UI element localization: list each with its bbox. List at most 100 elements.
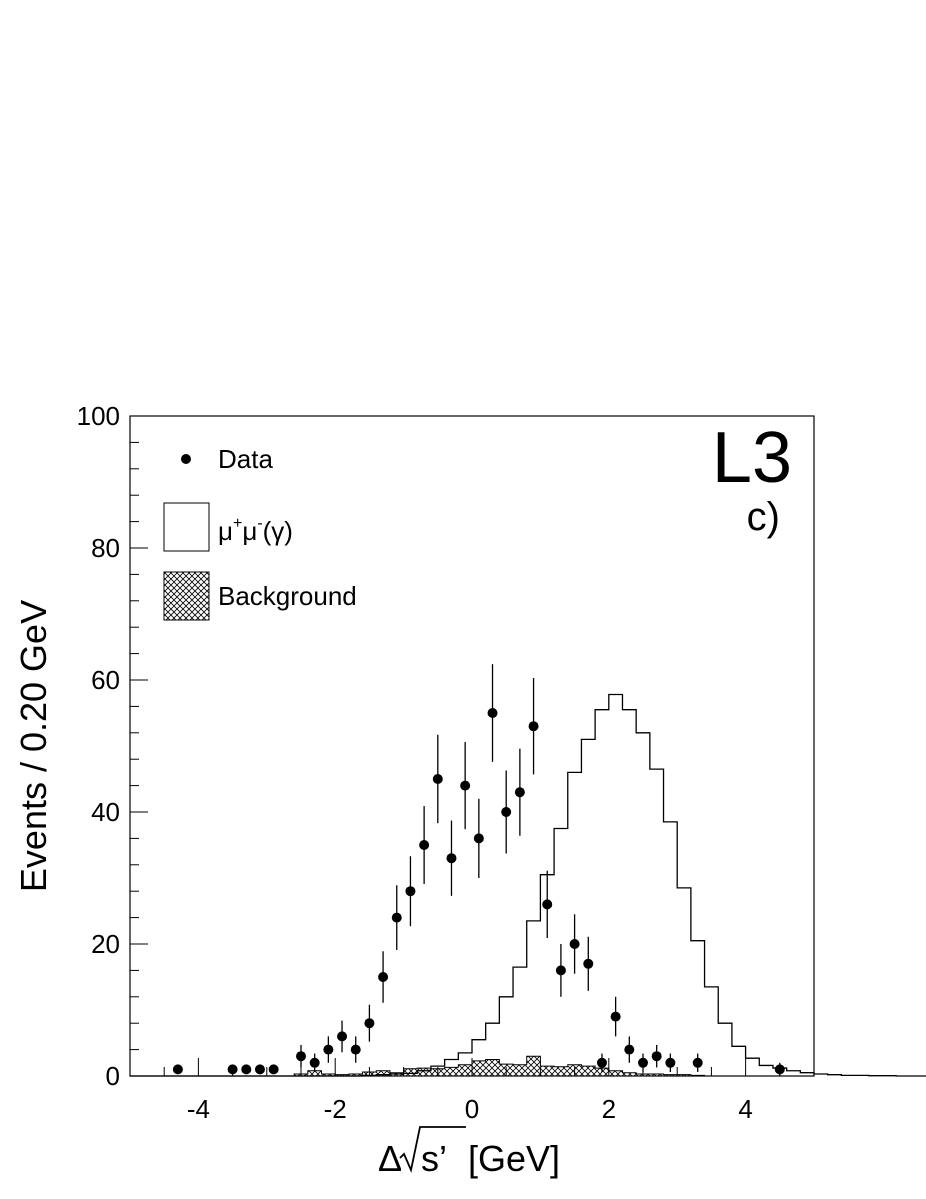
x-axis-title-var: s’ [421,1138,447,1179]
data-point [460,742,471,830]
data-marker [323,1044,334,1055]
data-point [555,944,566,997]
legend-signal-mu1: μ [218,516,233,546]
data-marker [610,1011,621,1022]
data-point [610,996,621,1037]
legend-signal-label: μ+μ-(γ) [218,515,293,546]
data-marker [309,1057,320,1068]
data-marker [487,708,498,718]
experiment-label: L3 [712,418,792,498]
data-marker [378,972,389,982]
data-points [172,664,785,1076]
data-point [241,1064,252,1075]
data-point [227,1064,238,1075]
signal-histogram [130,693,926,1077]
data-marker [665,1057,676,1068]
data-marker [364,1018,375,1029]
data-point [323,1036,334,1063]
legend-background-box [163,571,210,621]
data-marker [569,939,580,949]
data-point [405,856,416,927]
data-point [268,1064,279,1075]
data-point [364,1004,375,1042]
data-point [254,1064,265,1075]
data-marker [227,1064,238,1075]
data-point [651,1044,662,1068]
data-marker [692,1057,703,1068]
data-marker [624,1044,635,1055]
data-marker [419,840,430,850]
data-marker [514,787,525,798]
legend-background-label: Background [218,581,357,611]
data-marker [391,912,402,923]
legend-signal-box [163,502,210,552]
y-tick-label: 80 [91,533,120,563]
data-marker [296,1051,306,1062]
x-tick-label: 0 [465,1094,479,1124]
data-marker [337,1031,348,1042]
data-point [296,1044,306,1068]
plot-frame [129,415,815,1077]
x-tick-label: 4 [738,1094,752,1124]
y-tick-label: 20 [91,929,120,959]
x-axis-title-unit: [GeV] [458,1138,560,1179]
data-point [528,678,539,775]
data-point [309,1053,320,1073]
legend: Data μ+μ-(γ) Background [163,444,357,621]
data-marker [583,958,594,969]
x-tick-label: 2 [602,1094,616,1124]
data-marker [528,721,539,732]
x-axis-title: Δ s’ [GeV] [378,1126,560,1179]
y-tick-label: 100 [77,401,120,431]
x-tick-label: -4 [187,1094,210,1124]
x-tick-label: -2 [324,1094,347,1124]
data-point [638,1053,648,1073]
data-marker [651,1051,662,1062]
data-marker [596,1057,607,1068]
data-point [596,1053,607,1073]
legend-signal-tail: (γ) [263,516,293,546]
data-point [487,664,498,762]
y-tick-label: 40 [91,797,120,827]
data-marker [405,886,416,897]
data-point [391,885,402,950]
data-marker [432,774,443,784]
panel-label: c) [747,495,780,539]
data-point [692,1053,703,1073]
legend-signal-mu2: μ [242,516,257,546]
data-point [432,734,443,824]
data-marker [774,1064,785,1075]
data-marker [350,1044,361,1055]
legend-signal-sup2: - [257,515,262,532]
data-marker [241,1064,252,1075]
legend-data-label: Data [218,444,273,474]
data-marker [460,780,471,791]
data-marker [268,1064,279,1075]
legend-signal-sup1: + [233,515,242,532]
data-marker [172,1064,183,1075]
data-point [542,870,553,939]
data-marker [473,833,484,844]
data-point [624,1036,635,1063]
data-marker [254,1064,265,1075]
data-point [514,748,525,836]
data-marker [446,853,457,864]
data-point [350,1036,361,1063]
data-marker [638,1057,648,1068]
data-marker [501,807,512,817]
data-point [172,1064,183,1075]
data-point [583,936,594,991]
data-marker [555,965,566,976]
data-point [378,951,389,1003]
data-marker [542,899,553,910]
data-point [473,798,484,878]
y-tick-label: 60 [91,665,120,695]
data-point [501,770,512,854]
sqrt-symbol [399,1126,466,1173]
data-point [446,820,457,896]
legend-data-marker [181,454,191,464]
data-point [774,1062,785,1076]
plot-area [130,693,926,1077]
